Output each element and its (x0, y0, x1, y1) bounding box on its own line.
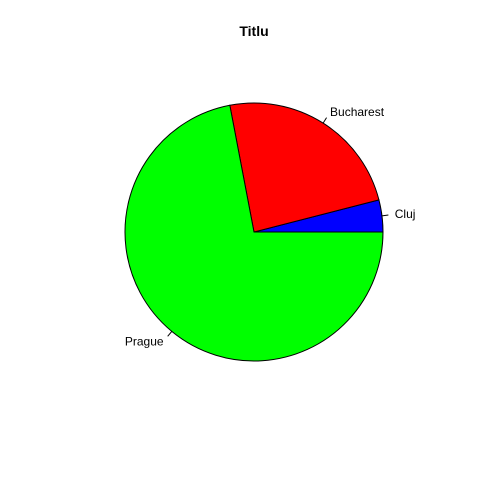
pie-label-tick-bucharest (322, 117, 327, 124)
pie-label-tick-prague (167, 331, 173, 337)
pie-label-prague: Prague (125, 334, 164, 348)
pie-label-cluj: Cluj (395, 207, 416, 221)
chart-title: Titlu (239, 23, 268, 39)
pie-label-tick-cluj (381, 214, 389, 217)
pie-labels: Cluj Bucharest Prague (125, 105, 416, 348)
pie-slice-bucharest (229, 102, 380, 233)
pie-slices (124, 102, 384, 362)
pie-label-bucharest: Bucharest (330, 105, 385, 119)
